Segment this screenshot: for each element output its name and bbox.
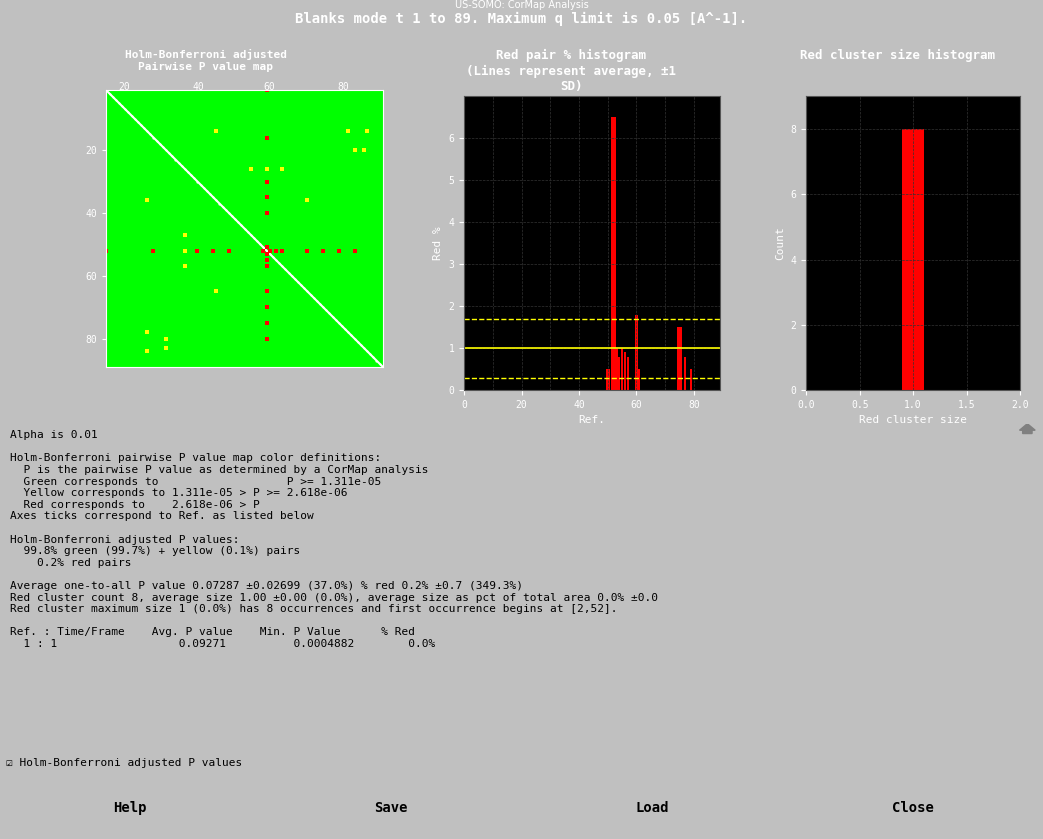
Bar (635, 315, 638, 390)
Bar (611, 117, 615, 390)
Bar (638, 369, 640, 390)
Text: US-SOMO: CorMap Analysis: US-SOMO: CorMap Analysis (455, 0, 588, 10)
Text: Holm-Bonferroni adjusted
Pairwise P value map: Holm-Bonferroni adjusted Pairwise P valu… (125, 50, 287, 72)
Bar (689, 369, 693, 390)
Text: Red pair % histogram
(Lines represent average, ±1
SD): Red pair % histogram (Lines represent av… (466, 50, 676, 92)
Text: 40: 40 (193, 81, 204, 91)
Text: Load: Load (635, 800, 669, 815)
Bar (677, 327, 682, 390)
Text: 20: 20 (119, 81, 130, 91)
Bar (606, 369, 610, 390)
FancyArrow shape (1019, 424, 1035, 434)
Text: Save: Save (374, 800, 408, 815)
Y-axis label: Count: Count (775, 227, 785, 260)
Bar (615, 348, 617, 390)
Bar (902, 129, 924, 390)
Text: Close: Close (892, 800, 933, 815)
X-axis label: Ref.: Ref. (579, 415, 605, 425)
Text: 80: 80 (337, 81, 348, 91)
Text: Alpha is 0.01

Holm-Bonferroni pairwise P value map color definitions:
  P is th: Alpha is 0.01 Holm-Bonferroni pairwise P… (10, 430, 658, 649)
X-axis label: Red cluster size: Red cluster size (859, 415, 967, 425)
Text: ☑ Holm-Bonferroni adjusted P values: ☑ Holm-Bonferroni adjusted P values (6, 758, 243, 769)
Bar (618, 357, 621, 390)
Bar (684, 357, 686, 390)
Text: Blanks mode t 1 to 89. Maximum q limit is 0.05 [A^-1].: Blanks mode t 1 to 89. Maximum q limit i… (295, 12, 748, 26)
Bar (621, 348, 624, 390)
Text: Red cluster size histogram: Red cluster size histogram (800, 50, 995, 62)
Bar (627, 357, 629, 390)
Bar (624, 352, 626, 390)
Text: 60: 60 (263, 81, 274, 91)
Y-axis label: Red %: Red % (433, 227, 443, 260)
Text: Help: Help (114, 800, 147, 815)
